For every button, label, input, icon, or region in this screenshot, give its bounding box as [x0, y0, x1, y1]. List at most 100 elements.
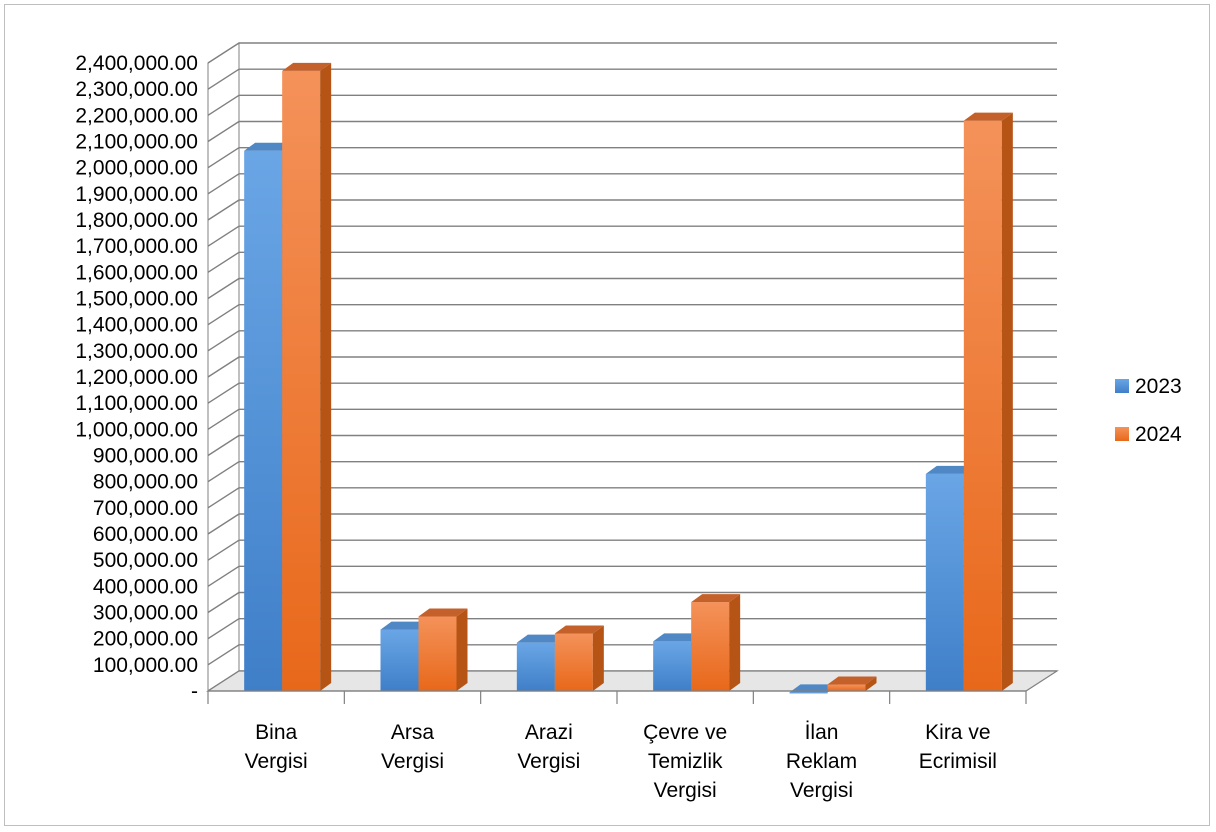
x-tick-label: Vergisi — [654, 779, 717, 802]
x-tick-label: Vergisi — [381, 750, 444, 773]
x-tick-label: Bina — [255, 721, 297, 744]
bar-top — [789, 684, 839, 693]
gridline — [207, 487, 1057, 509]
bar-top — [418, 608, 468, 617]
gridline — [207, 539, 1057, 561]
gridline — [207, 565, 1057, 587]
bar — [554, 625, 604, 691]
y-tick-label: 2,000,000.00 — [75, 157, 198, 180]
y-axis-tick-labels: - 100,000.00 200,000.00 300,000.00 400,000.0… — [75, 52, 198, 703]
bar-front — [789, 692, 828, 694]
bar-front — [282, 70, 321, 692]
x-tick-label: Temizlik — [648, 750, 723, 773]
x-tick-label: Çevre ve — [643, 721, 727, 744]
x-tick-label: Vergisi — [517, 750, 580, 773]
bar-front — [554, 633, 593, 691]
legend-item: 2024 — [1115, 423, 1182, 446]
bar-top — [244, 142, 294, 151]
y-tick-label: 1,400,000.00 — [75, 314, 198, 337]
y-tick-label: 400,000.00 — [93, 575, 198, 598]
bar-top — [925, 465, 975, 474]
bar-top — [554, 625, 604, 634]
gridline — [207, 68, 1057, 90]
bar-top — [653, 633, 703, 642]
bar-side — [729, 594, 741, 691]
gridline — [207, 42, 1057, 64]
y-tick-label: 1,900,000.00 — [75, 183, 198, 206]
y-tick-label: 1,500,000.00 — [75, 288, 198, 311]
gridline — [207, 591, 1057, 614]
x-tick-label: Ecrimisil — [919, 750, 997, 773]
bar-side — [1001, 112, 1013, 692]
x-tick-label: Kira ve — [925, 721, 990, 744]
gridline — [207, 251, 1057, 273]
y-tick-label: 1,100,000.00 — [75, 392, 198, 415]
y-tick-label: 1,200,000.00 — [75, 366, 198, 389]
y-tick-label: 2,200,000.00 — [75, 104, 198, 127]
gridline — [207, 146, 1057, 169]
bar — [418, 608, 468, 691]
x-axis: Bina Vergisi Arsa Vergisi Arazi Vergisi Çevre … — [207, 690, 1027, 802]
gridline — [207, 460, 1057, 483]
y-tick-label: 700,000.00 — [93, 497, 198, 520]
bar-top — [963, 112, 1013, 121]
bar-front — [691, 602, 730, 691]
y-tick-label: 1,800,000.00 — [75, 209, 198, 232]
legend-label: 2023 — [1135, 375, 1182, 398]
x-tick-label: Arsa — [391, 721, 435, 744]
gridlines — [207, 42, 1057, 692]
gridline — [207, 644, 1057, 666]
gridline — [207, 434, 1057, 457]
gridline — [207, 199, 1057, 221]
gridline — [207, 617, 1057, 640]
x-tick-label: Vergisi — [245, 750, 308, 773]
bar-side — [865, 676, 877, 691]
y-tick-label: 500,000.00 — [93, 549, 198, 572]
legend-label: 2024 — [1135, 423, 1182, 446]
bar-front — [418, 616, 457, 691]
legend: 2023 2024 — [1115, 375, 1182, 446]
y-tick-label: 1,300,000.00 — [75, 340, 198, 363]
bar-chart: - 100,000.00 200,000.00 300,000.00 400,000.0… — [75, 42, 1182, 802]
gridline — [207, 513, 1057, 535]
bar — [827, 676, 877, 691]
bar-front — [827, 684, 866, 691]
legend-swatch — [1115, 379, 1129, 393]
bar-front — [516, 642, 555, 691]
bars — [244, 62, 1013, 694]
x-tick-label: İlan — [805, 721, 839, 744]
bar-front — [653, 641, 692, 691]
bar — [963, 112, 1013, 692]
y-tick-label: 600,000.00 — [93, 523, 198, 546]
gridline — [207, 120, 1057, 143]
y-tick-label: 100,000.00 — [93, 654, 198, 677]
y-tick-label: 1,600,000.00 — [75, 261, 198, 284]
y-tick-label: 1,000,000.00 — [75, 418, 198, 441]
gridline — [207, 277, 1057, 300]
x-tick-label: Arazi — [525, 721, 573, 744]
y-tick-label: - — [191, 680, 198, 703]
x-tick-label: Vergisi — [790, 779, 853, 802]
y-tick-label: 900,000.00 — [93, 445, 198, 468]
gridline — [207, 94, 1057, 116]
chart-frame: - 100,000.00 200,000.00 300,000.00 400,000.0… — [4, 4, 1210, 826]
gridline — [207, 382, 1057, 404]
gridline — [207, 356, 1057, 378]
bar-side — [592, 625, 604, 691]
y-tick-label: 200,000.00 — [93, 628, 198, 651]
gridline — [207, 303, 1057, 326]
y-tick-label: 800,000.00 — [93, 471, 198, 494]
gridline — [207, 225, 1057, 247]
gridline — [207, 173, 1057, 195]
bar-front — [380, 629, 419, 691]
bar-top — [691, 594, 741, 603]
bar-side — [320, 62, 332, 692]
y-tick-label: 2,400,000.00 — [75, 52, 198, 75]
gridline — [207, 330, 1057, 352]
y-tick-label: 1,700,000.00 — [75, 235, 198, 258]
bar-top — [516, 634, 566, 643]
y-tick-label: 300,000.00 — [93, 602, 198, 625]
bar — [691, 594, 741, 691]
bar-top — [827, 676, 877, 685]
legend-item: 2023 — [1115, 375, 1182, 398]
